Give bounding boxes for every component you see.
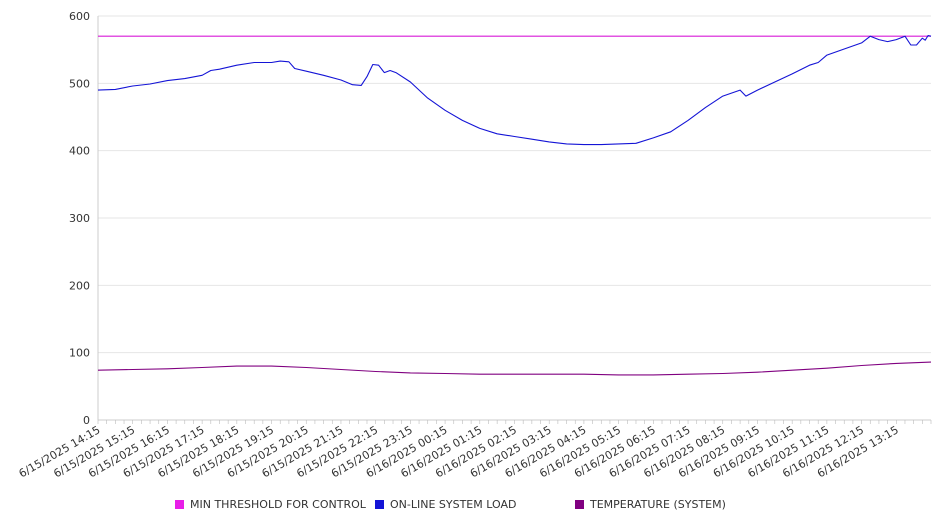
series-lines [97, 34, 932, 376]
y-tick-label: 400 [69, 145, 90, 158]
series-line-temperature [97, 361, 932, 376]
y-tick-label: 500 [69, 77, 90, 90]
legend-item-system-load: ON-LINE SYSTEM LOAD [375, 498, 516, 511]
y-tick-label: 0 [83, 414, 90, 427]
y-tick-label: 600 [69, 10, 90, 23]
series-line-system-load [97, 34, 932, 146]
y-tick-labels: 0 100 200 300 400 500 600 [69, 10, 90, 427]
legend-label-min-threshold: MIN THRESHOLD FOR CONTROL [190, 498, 366, 511]
y-tick-label: 200 [69, 279, 90, 292]
legend-item-temperature: TEMPERATURE (SYSTEM) [575, 498, 726, 511]
y-tick-label: 100 [69, 347, 90, 360]
legend-label-system-load: ON-LINE SYSTEM LOAD [390, 498, 517, 511]
x-tick-labels: 6/15/2025 14:156/15/2025 15:156/15/2025 … [17, 423, 901, 480]
legend-swatch-min-threshold [175, 500, 184, 509]
gridlines [98, 15, 931, 354]
legend: MIN THRESHOLD FOR CONTROL ON-LINE SYSTEM… [0, 498, 946, 514]
legend-swatch-system-load [375, 500, 384, 509]
legend-item-min-threshold: MIN THRESHOLD FOR CONTROL [175, 498, 366, 511]
axes [97, 16, 932, 424]
legend-label-temperature: TEMPERATURE (SYSTEM) [590, 498, 726, 511]
legend-swatch-temperature [575, 500, 584, 509]
y-tick-label: 300 [69, 212, 90, 225]
